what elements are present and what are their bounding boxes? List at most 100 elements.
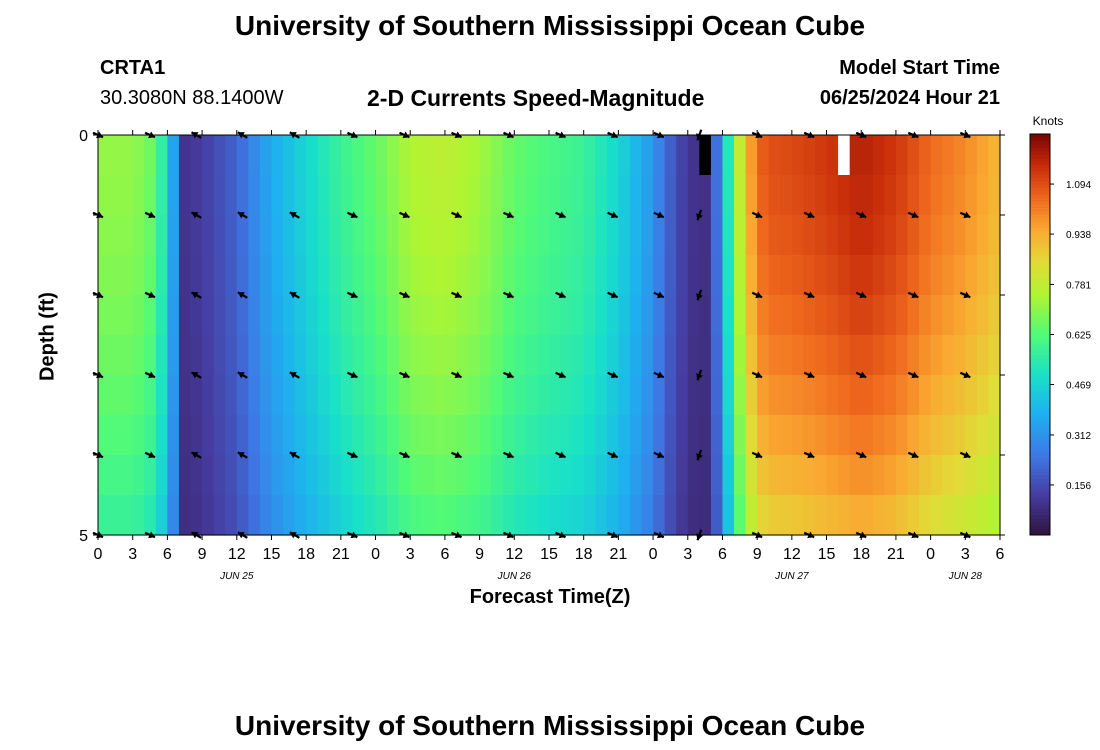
heat-cell (375, 495, 388, 536)
heat-cell (641, 495, 654, 536)
colorbar-segment (1030, 194, 1050, 198)
heat-cell (861, 455, 874, 496)
heat-cell (109, 455, 122, 496)
heat-cell (572, 415, 585, 456)
heat-cell (583, 415, 596, 456)
colorbar-segment (1030, 160, 1050, 165)
heat-cell (976, 455, 990, 496)
heat-cell (699, 135, 712, 176)
colorbar-label: Knots (1033, 114, 1064, 128)
heat-cell (178, 135, 192, 176)
heat-cell (618, 295, 631, 336)
colorbar-segment (1030, 384, 1050, 389)
colorbar-segment (1030, 434, 1050, 439)
heat-cell (178, 495, 192, 536)
heat-cell (491, 415, 504, 456)
heat-cell (213, 495, 226, 536)
heat-cell (942, 375, 955, 416)
heat-cell (826, 415, 839, 456)
heat-cell (664, 415, 677, 456)
current-vector (144, 451, 156, 459)
heat-cell (919, 495, 932, 536)
vector-head (911, 211, 919, 219)
colorbar-segment (1030, 347, 1050, 352)
heat-cell (780, 415, 793, 456)
heat-cell (294, 135, 307, 176)
heat-cell (560, 215, 573, 256)
colorbar-segment (1030, 411, 1050, 416)
heat-cell (491, 295, 504, 336)
heat-cell (317, 255, 330, 296)
heat-cell (468, 135, 481, 176)
heat-cell (849, 415, 862, 456)
heat-cell (248, 215, 261, 256)
heat-cell (757, 175, 770, 216)
heat-cell (190, 495, 203, 536)
heat-cell (595, 295, 608, 336)
current-vector (907, 211, 919, 219)
heat-cell (306, 495, 319, 536)
heat-cell (803, 215, 816, 256)
heat-cell (202, 295, 215, 336)
heat-cell (641, 415, 654, 456)
heat-cell (907, 135, 920, 176)
colorbar-segment (1030, 448, 1050, 452)
x-tick-label: 3 (961, 546, 970, 563)
heat-cell (340, 495, 354, 536)
heat-cell (549, 495, 562, 536)
heat-cell (549, 415, 562, 456)
colorbar-segment (1030, 418, 1050, 422)
vector-head (755, 371, 763, 379)
heat-cell (479, 175, 492, 216)
heat-cell (363, 135, 377, 176)
heat-cell (248, 375, 261, 416)
heat-cell (213, 375, 226, 416)
heat-cell (768, 135, 781, 176)
heat-cell (271, 335, 284, 376)
heat-cell (491, 335, 504, 376)
heat-cell (236, 295, 249, 336)
x-date-label: JUN 28 (948, 571, 983, 582)
heat-cell (502, 135, 515, 176)
heat-cell (433, 135, 446, 176)
heat-cell (653, 495, 666, 536)
vector-head (807, 211, 815, 219)
heat-cell (387, 375, 400, 416)
heat-cell (838, 135, 851, 176)
heat-cell (641, 335, 654, 376)
heat-cell (895, 175, 909, 216)
vector-head (454, 451, 462, 459)
heat-cell (155, 455, 168, 496)
heat-cell (745, 255, 758, 296)
heat-cell (479, 415, 492, 456)
vector-head (656, 371, 664, 379)
heat-cell (375, 255, 388, 296)
heat-cell (606, 255, 619, 296)
heat-cell (456, 135, 469, 176)
heat-cell (375, 135, 388, 176)
current-vector (451, 451, 462, 459)
heat-cell (919, 415, 932, 456)
heat-cell (895, 415, 909, 456)
heat-cell (444, 295, 458, 336)
heat-cell (838, 415, 851, 456)
heat-cell (861, 495, 874, 536)
colorbar-segment (1030, 304, 1050, 309)
heat-cell (595, 415, 608, 456)
heat-cell (514, 295, 527, 336)
heat-cell (109, 255, 122, 296)
heat-cell (514, 215, 527, 256)
heat-cell (525, 175, 539, 216)
colorbar-segment (1030, 508, 1050, 513)
vector-head (350, 211, 358, 219)
heat-cell (259, 495, 273, 536)
colorbar-segment (1030, 511, 1050, 516)
heat-cell (976, 295, 990, 336)
heat-cell (884, 215, 897, 256)
x-tick-label: 21 (609, 546, 627, 563)
heat-cell (190, 335, 203, 376)
heat-cell (745, 335, 758, 376)
current-vector (190, 451, 202, 459)
heat-cell (410, 375, 423, 416)
current-vector (346, 211, 358, 219)
